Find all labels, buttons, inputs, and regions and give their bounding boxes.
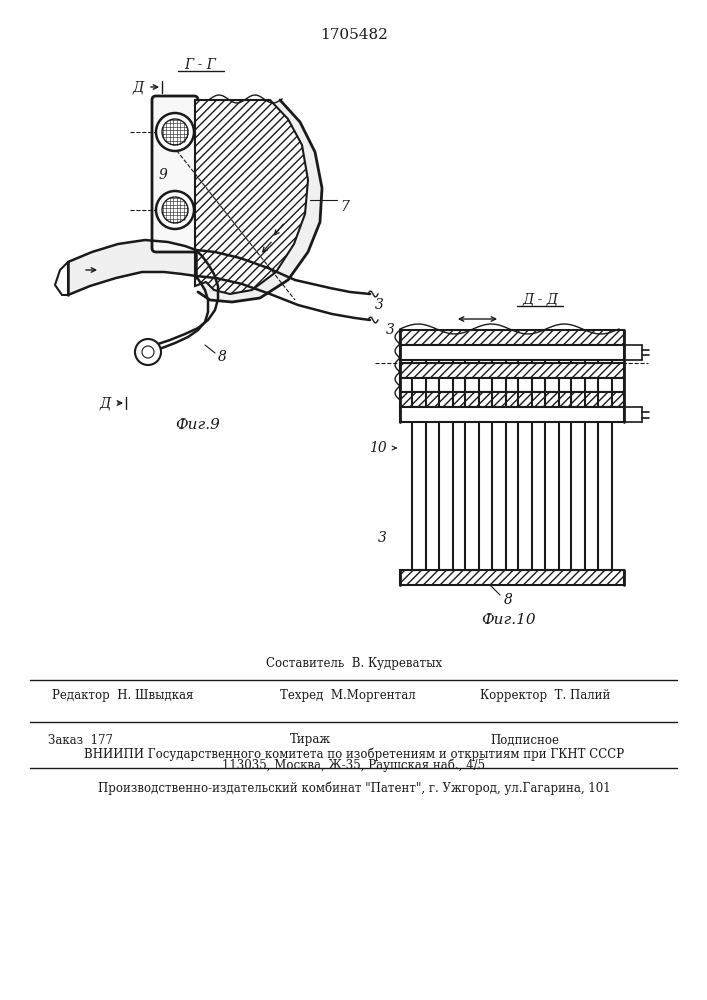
Polygon shape: [68, 240, 196, 295]
Bar: [400, 363, 624, 378]
Text: 8: 8: [503, 593, 513, 607]
Polygon shape: [195, 100, 308, 294]
Text: 9: 9: [158, 168, 168, 182]
Bar: [400, 407, 624, 422]
Text: ВНИИПИ Государственного комитета по изобретениям и открытиям при ГКНТ СССР: ВНИИПИ Государственного комитета по изоб…: [84, 747, 624, 761]
Bar: [400, 570, 624, 585]
Circle shape: [156, 113, 194, 151]
Bar: [400, 330, 624, 345]
Text: Производственно-издательский комбинат "Патент", г. Ужгород, ул.Гагарина, 101: Производственно-издательский комбинат "П…: [98, 781, 610, 795]
Circle shape: [142, 346, 154, 358]
Text: Составитель  В. Кудреватых: Составитель В. Кудреватых: [266, 658, 442, 670]
Bar: [400, 378, 624, 392]
Text: Д - Д: Д - Д: [522, 293, 558, 307]
Circle shape: [162, 119, 188, 145]
Text: Тираж: Тираж: [290, 734, 331, 746]
Text: Техред  М.Моргентал: Техред М.Моргентал: [280, 688, 416, 702]
Text: Д: Д: [100, 396, 110, 410]
Text: 1705482: 1705482: [320, 28, 388, 42]
Text: Редактор  Н. Швыдкая: Редактор Н. Швыдкая: [52, 688, 194, 702]
Text: Фиг.9: Фиг.9: [175, 418, 221, 432]
Polygon shape: [198, 100, 322, 302]
Circle shape: [156, 191, 194, 229]
Bar: [400, 392, 624, 407]
Text: Г - Г: Г - Г: [184, 58, 216, 72]
Text: 3: 3: [375, 298, 384, 312]
FancyBboxPatch shape: [152, 96, 198, 252]
Text: Заказ  177: Заказ 177: [48, 734, 113, 746]
Text: 7: 7: [340, 200, 349, 214]
Text: 113035, Москва, Ж-35, Раушская наб., 4/5: 113035, Москва, Ж-35, Раушская наб., 4/5: [223, 758, 486, 772]
Text: Д: Д: [132, 80, 144, 94]
Text: 3: 3: [386, 323, 395, 337]
Text: Подписное: Подписное: [490, 734, 559, 746]
Text: 10: 10: [369, 441, 387, 455]
Text: Корректор  Т. Палий: Корректор Т. Палий: [480, 688, 610, 702]
Text: Фиг.10: Фиг.10: [481, 613, 535, 627]
Bar: [400, 345, 624, 360]
Text: 3: 3: [378, 531, 387, 545]
Circle shape: [135, 339, 161, 365]
Text: 8: 8: [218, 350, 226, 364]
Circle shape: [162, 197, 188, 223]
